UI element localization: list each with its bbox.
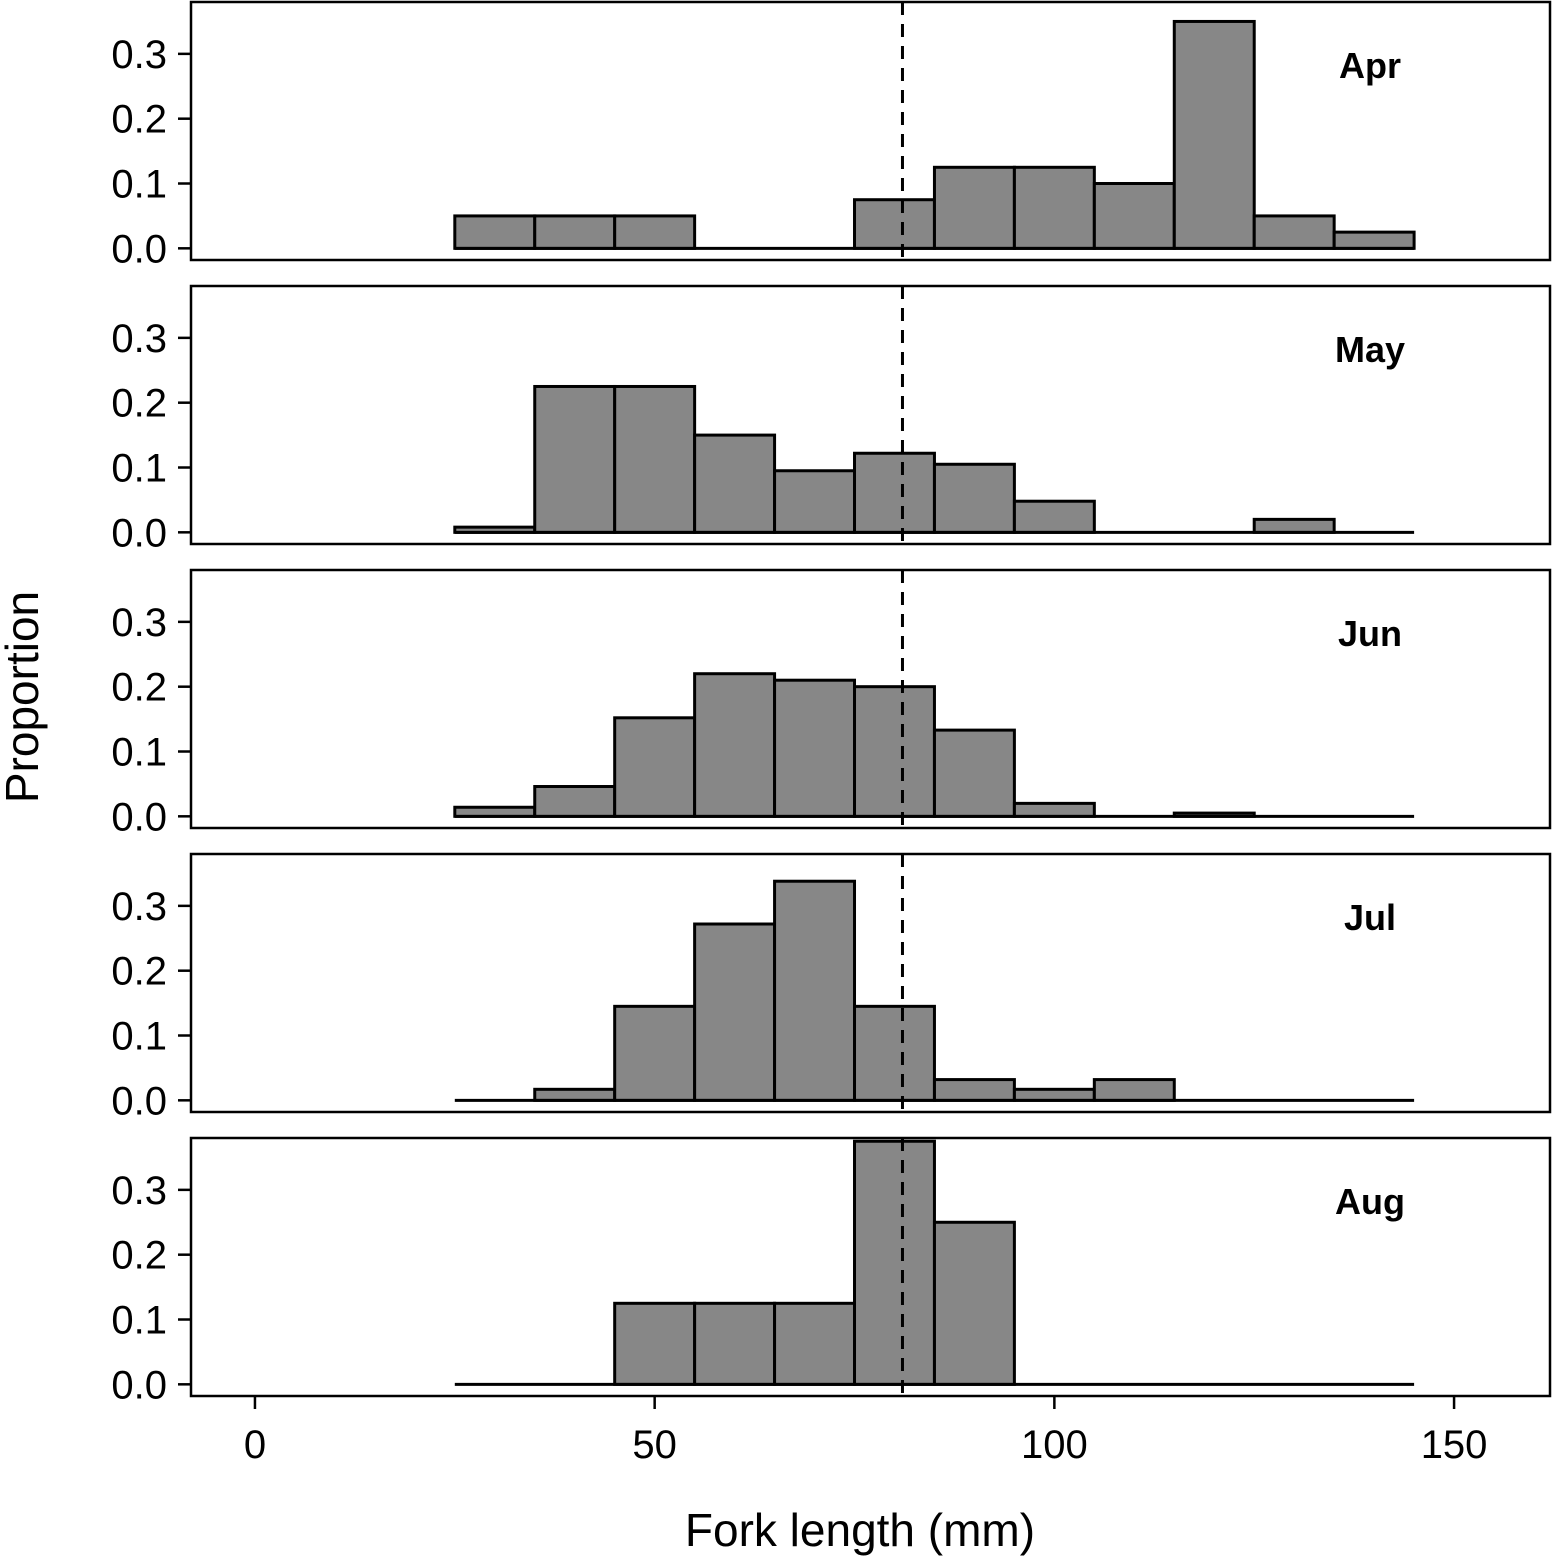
histogram-bar [533,1087,617,1102]
histogram-bar [1012,1087,1096,1102]
y-tick-label: 0.2 [111,1234,167,1278]
histogram-bar [932,1220,1016,1386]
histogram-bar [773,469,857,534]
histogram-bar [853,1004,936,1102]
histogram-bar [613,384,697,534]
histogram-bar [693,922,777,1102]
y-tick-label: 0.1 [111,1299,167,1343]
histogram-bar [932,165,1016,250]
panel-label: Jun [1338,613,1402,654]
histogram-bar [932,1078,1016,1102]
y-tick-label: 0.3 [111,885,167,929]
histogram-bar [932,462,1016,534]
y-tick-label: 0.0 [111,1079,167,1123]
x-tick-label: 0 [244,1423,266,1467]
y-tick-label: 0.3 [111,33,167,77]
histogram-bar [853,198,936,250]
x-tick-label: 100 [1021,1423,1088,1467]
histogram-bar [453,214,537,250]
histogram-bar [1012,499,1096,534]
y-tick-label: 0.0 [111,795,167,839]
y-tick-label: 0.2 [111,98,167,142]
y-tick-label: 0.0 [111,227,167,271]
y-tick-label: 0.2 [111,950,167,994]
panel-label: Apr [1339,45,1401,86]
panel-label: Jul [1344,897,1396,938]
x-axis: 0 50 100 150 [244,1396,1488,1467]
histogram-bar [693,433,777,534]
histogram-bar [613,1301,697,1386]
histogram-bar [1092,1078,1176,1102]
y-tick-label: 0.0 [111,1363,167,1407]
y-tick-label: 0.0 [111,511,167,555]
histogram-bar [693,672,777,818]
histogram-bar [533,214,617,250]
histogram-bar [1252,517,1336,534]
y-tick-label: 0.3 [111,601,167,645]
x-tick-label: 150 [1421,1423,1488,1467]
histogram-bar [1092,182,1176,250]
x-axis-title: Fork length (mm) [685,1504,1035,1556]
y-tick-label: 0.3 [111,317,167,361]
histogram-bar [773,678,857,818]
y-tick-label: 0.3 [111,1169,167,1213]
y-tick-label: 0.1 [111,731,167,775]
histogram-bar [693,1301,777,1386]
panel-may: 0.0 0.1 0.2 0.3 May [111,284,1552,555]
histogram-bar [613,214,697,250]
histogram-bar [1012,801,1096,818]
histogram-bar [853,451,936,534]
histogram-bar [773,1301,857,1386]
histogram-bar [613,716,697,818]
panel-label: Aug [1335,1181,1405,1222]
histogram-bar [533,785,617,818]
histogram-bar [932,728,1016,818]
histogram-bar [773,879,857,1102]
y-tick-label: 0.2 [111,666,167,710]
y-tick-label: 0.2 [111,382,167,426]
y-tick-label: 0.1 [111,163,167,207]
histogram-bar [853,1139,936,1386]
panel-label: May [1335,329,1405,370]
x-tick-label: 50 [632,1423,677,1467]
histogram-bar [1172,19,1256,250]
y-tick-label: 0.1 [111,1015,167,1059]
histogram-bar [853,685,936,818]
histogram-bar [1172,811,1256,818]
y-tick-label: 0.1 [111,447,167,491]
histogram-bar [453,805,537,818]
panel-jul: 0.0 0.1 0.2 0.3 Jul [111,852,1552,1123]
histogram-bar [453,525,537,534]
histogram-bar [533,384,617,534]
y-axis-title: Proportion [0,591,48,803]
panel-aug: 0.0 0.1 0.2 0.3 Aug [111,1136,1552,1407]
histogram-bar [1012,165,1096,250]
histogram-bar [613,1004,697,1102]
panel-apr: 0.0 0.1 0.2 0.3 Apr [111,0,1552,271]
histogram-bar [1332,230,1416,250]
histogram-bar [1252,214,1336,250]
panel-jun: 0.0 0.1 0.2 0.3 Jun [111,568,1552,839]
